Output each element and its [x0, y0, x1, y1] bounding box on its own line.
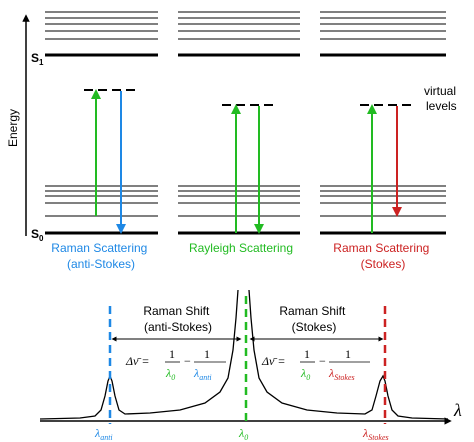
- ground-vibrational-levels: [320, 185, 446, 217]
- formula-lhs: Δν̄ =: [125, 354, 149, 368]
- ground-vibrational-levels: [45, 185, 158, 217]
- formula-lambda-stokes: λStokes: [328, 366, 355, 382]
- stokes-formula: Δν̄ = 1 λ0 − 1 λStokes: [261, 347, 370, 382]
- rayleigh-title: Rayleigh Scattering: [189, 241, 293, 255]
- s1-label: S1: [31, 51, 44, 67]
- upper-vibrational-levels: [320, 11, 446, 40]
- tick-lambda-stokes: λStokes: [362, 426, 389, 442]
- formula-one-2: 1: [204, 347, 210, 361]
- formula-one: 1: [304, 347, 310, 361]
- energy-axis: Energy: [6, 14, 30, 236]
- ground-vibrational-levels: [178, 185, 300, 217]
- s0-label: S0: [31, 227, 44, 243]
- formula-minus: −: [184, 354, 191, 368]
- anti-stokes-formula: Δν̄ = 1 λ0 − 1 λanti: [125, 347, 226, 382]
- anti-stokes-title: Raman Scattering (anti-Stokes): [51, 241, 150, 271]
- wavelength-axis-label: λ: [453, 400, 462, 420]
- panel-anti-stokes: [45, 11, 158, 235]
- formula-one: 1: [169, 347, 175, 361]
- stokes-title: Raman Scattering (Stokes): [333, 241, 432, 271]
- formula-lambda0: λ0: [165, 366, 175, 382]
- panel-stokes: [320, 11, 446, 235]
- virtual-levels-label: virtual levels: [424, 84, 459, 113]
- upper-vibrational-levels: [178, 11, 300, 40]
- formula-lambda-anti: λanti: [193, 366, 212, 382]
- formula-lhs: Δν̄ =: [261, 354, 285, 368]
- upper-vibrational-levels: [45, 11, 158, 40]
- formula-lambda0: λ0: [300, 366, 310, 382]
- formula-one-2: 1: [345, 347, 351, 361]
- tick-lambda-anti: λanti: [94, 426, 113, 442]
- spectrum-curve: [39, 289, 449, 420]
- anti-stokes-shift-label: Raman Shift (anti-Stokes): [143, 304, 212, 334]
- panel-rayleigh: [178, 11, 300, 235]
- tick-lambda-zero: λ0: [238, 426, 248, 442]
- energy-axis-label: Energy: [6, 109, 20, 147]
- spectrum: λ Raman Shift (anti-Stokes) Raman Shift …: [39, 289, 462, 442]
- formula-minus: −: [319, 354, 326, 368]
- stokes-shift-label: Raman Shift (Stokes): [279, 304, 348, 334]
